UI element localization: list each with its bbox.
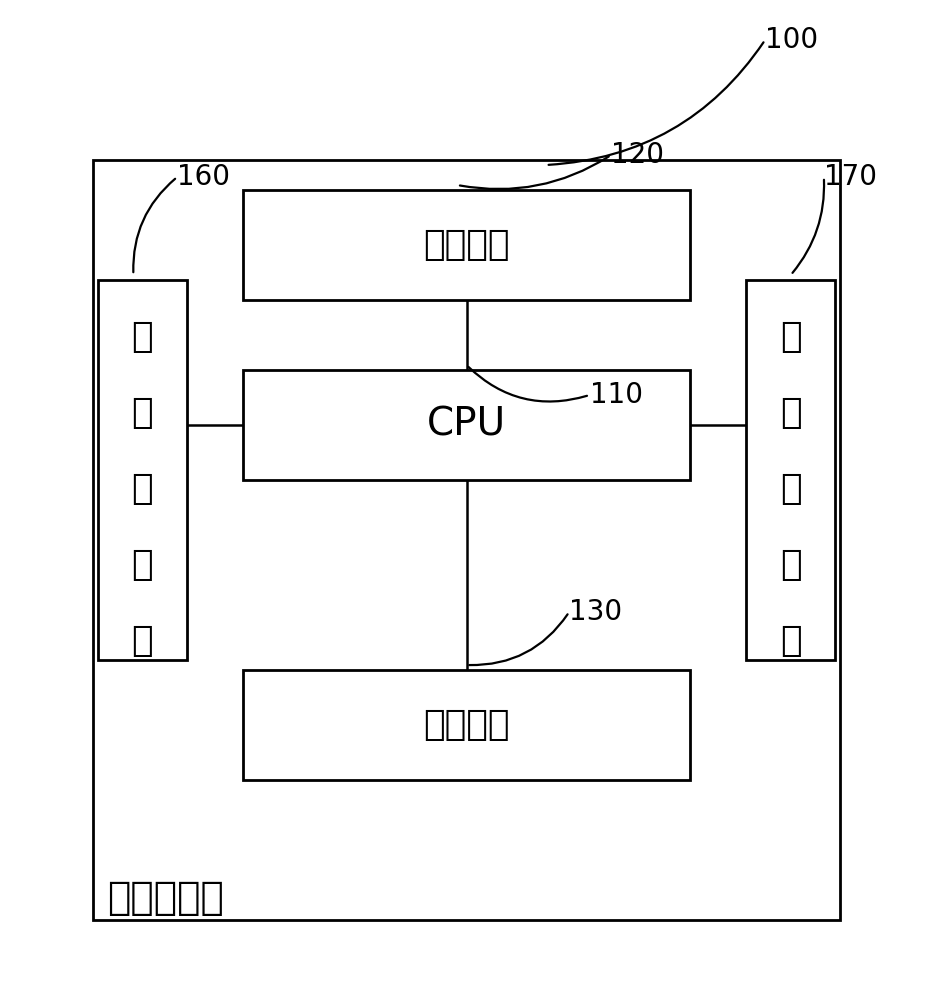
Text: 组: 组 xyxy=(780,472,801,506)
Text: 块: 块 xyxy=(132,624,153,658)
Bar xyxy=(746,280,835,660)
Text: 源: 源 xyxy=(132,396,153,430)
Text: 170: 170 xyxy=(824,163,877,191)
Text: 发射模块: 发射模块 xyxy=(424,228,509,262)
Bar xyxy=(93,160,840,920)
Text: 120: 120 xyxy=(611,141,664,169)
Text: 池: 池 xyxy=(780,396,801,430)
Text: 110: 110 xyxy=(590,381,643,409)
Bar xyxy=(243,190,690,300)
Text: 模: 模 xyxy=(780,548,801,582)
Text: 130: 130 xyxy=(569,598,622,626)
Text: 板: 板 xyxy=(132,472,153,506)
Text: CPU: CPU xyxy=(427,406,506,444)
Text: 块: 块 xyxy=(780,624,801,658)
Bar xyxy=(243,370,690,480)
Text: 电: 电 xyxy=(780,320,801,354)
Bar xyxy=(243,670,690,780)
Text: 测厚仪主机: 测厚仪主机 xyxy=(107,879,224,917)
Text: 电: 电 xyxy=(132,320,153,354)
Text: 接收模块: 接收模块 xyxy=(424,708,509,742)
Bar xyxy=(98,280,187,660)
Text: 100: 100 xyxy=(765,26,818,54)
Text: 模: 模 xyxy=(132,548,153,582)
Text: 160: 160 xyxy=(177,163,230,191)
